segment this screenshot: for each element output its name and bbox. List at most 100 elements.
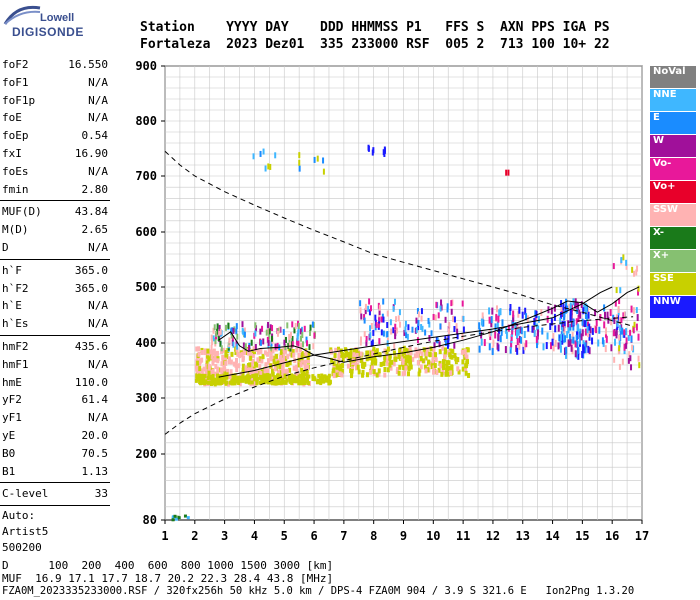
echo-point bbox=[408, 360, 412, 366]
echo-point bbox=[409, 350, 413, 356]
param-row-hEs: h`Es N/A bbox=[0, 315, 110, 333]
echo-point bbox=[265, 329, 268, 336]
echo-point bbox=[618, 340, 621, 348]
legend-item-nnw: NNW bbox=[650, 296, 696, 318]
echo-point bbox=[343, 353, 347, 359]
echo-point bbox=[632, 327, 635, 334]
echo-point bbox=[498, 309, 501, 317]
echo-point bbox=[392, 350, 396, 356]
echo-point bbox=[313, 156, 316, 163]
echo-point bbox=[333, 355, 337, 361]
echo-point bbox=[572, 318, 575, 326]
echo-point bbox=[433, 342, 436, 349]
echo-point bbox=[218, 329, 221, 336]
echo-point bbox=[320, 379, 324, 384]
echo-point bbox=[370, 362, 374, 368]
echo-point bbox=[297, 323, 300, 330]
echo-point bbox=[531, 325, 534, 333]
echo-point bbox=[554, 339, 557, 347]
echo-point bbox=[258, 364, 262, 370]
echo-point bbox=[430, 364, 434, 370]
param-value: 61.4 bbox=[81, 393, 109, 407]
echo-point bbox=[393, 298, 396, 305]
echo-point bbox=[205, 358, 209, 364]
echo-point bbox=[432, 313, 435, 320]
echo-point bbox=[598, 326, 601, 334]
echo-point bbox=[454, 356, 458, 362]
echo-point bbox=[504, 346, 507, 354]
echo-point bbox=[488, 329, 491, 337]
echo-point bbox=[569, 308, 572, 316]
echo-point bbox=[389, 319, 392, 326]
echo-point bbox=[253, 332, 256, 339]
param-row-foF1p: foF1p N/A bbox=[0, 92, 110, 110]
echo-point bbox=[518, 306, 521, 314]
echo-point bbox=[588, 323, 591, 331]
echo-point bbox=[305, 375, 309, 380]
echo-point bbox=[261, 354, 265, 360]
param-row-MUFD: MUF(D) 43.84 bbox=[0, 203, 110, 221]
echo-point bbox=[396, 367, 400, 373]
echo-point bbox=[241, 367, 245, 373]
echo-point bbox=[338, 371, 342, 377]
echo-point bbox=[618, 334, 621, 341]
echo-point bbox=[494, 331, 497, 339]
echo-point bbox=[518, 342, 521, 350]
echo-point bbox=[438, 341, 441, 348]
echo-point bbox=[509, 308, 512, 316]
echo-point bbox=[242, 377, 246, 382]
echo-point bbox=[280, 374, 284, 380]
echo-point bbox=[372, 353, 376, 359]
echo-point bbox=[302, 360, 306, 366]
echo-point bbox=[380, 316, 383, 323]
param-row-D: D N/A bbox=[0, 239, 110, 257]
echo-point bbox=[569, 323, 572, 331]
echo-point bbox=[364, 308, 367, 315]
echo-point bbox=[175, 515, 179, 519]
echo-point bbox=[297, 340, 300, 347]
echo-point bbox=[327, 379, 331, 384]
echo-point bbox=[605, 335, 608, 343]
echo-point bbox=[299, 335, 302, 342]
echo-point bbox=[352, 352, 356, 358]
echo-point bbox=[227, 322, 230, 329]
param-value: N/A bbox=[88, 164, 108, 178]
echo-point bbox=[631, 266, 634, 273]
echo-point bbox=[424, 329, 427, 336]
echo-point bbox=[222, 355, 226, 361]
echo-point bbox=[327, 375, 331, 380]
echo-point bbox=[245, 349, 249, 355]
echo-point bbox=[427, 317, 430, 324]
echo-point bbox=[288, 333, 291, 340]
param-key: foEp bbox=[2, 129, 29, 143]
echo-point bbox=[241, 321, 244, 328]
echo-point bbox=[386, 310, 389, 317]
echo-point bbox=[448, 321, 451, 328]
echo-point bbox=[630, 335, 633, 343]
echo-point bbox=[363, 314, 366, 321]
echo-point bbox=[427, 359, 431, 365]
echo-point bbox=[587, 311, 590, 319]
echo-point bbox=[284, 336, 287, 343]
echo-point bbox=[266, 336, 269, 343]
echo-point bbox=[630, 364, 633, 371]
echo-point bbox=[581, 329, 584, 337]
echo-point bbox=[365, 340, 368, 347]
echo-point bbox=[584, 328, 587, 336]
echo-point bbox=[216, 366, 220, 372]
param-key: h`Es bbox=[2, 317, 29, 331]
echo-point bbox=[330, 357, 334, 363]
echo-point bbox=[565, 351, 568, 359]
echo-point bbox=[622, 254, 625, 261]
echo-point bbox=[346, 363, 350, 369]
auto-line: 500200 bbox=[2, 541, 42, 555]
y-tick-label: 600 bbox=[135, 225, 157, 239]
x-tick-label: 8 bbox=[370, 529, 377, 543]
echo-point bbox=[230, 332, 233, 339]
echo-point bbox=[431, 369, 435, 375]
echo-point bbox=[439, 323, 442, 330]
echo-point bbox=[499, 308, 502, 316]
echo-point bbox=[332, 367, 336, 373]
echo-point bbox=[461, 366, 465, 372]
echo-point bbox=[355, 352, 359, 358]
